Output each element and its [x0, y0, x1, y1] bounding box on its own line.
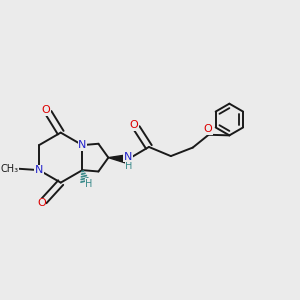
- Text: O: O: [42, 105, 50, 116]
- Text: N: N: [78, 140, 86, 150]
- Text: H: H: [85, 179, 93, 189]
- Text: N: N: [124, 152, 132, 162]
- Polygon shape: [108, 154, 128, 164]
- Text: O: O: [129, 120, 138, 130]
- Text: CH₃: CH₃: [0, 164, 19, 174]
- Text: O: O: [204, 124, 212, 134]
- Text: O: O: [37, 198, 46, 208]
- Text: N: N: [35, 165, 43, 175]
- Text: H: H: [125, 161, 133, 171]
